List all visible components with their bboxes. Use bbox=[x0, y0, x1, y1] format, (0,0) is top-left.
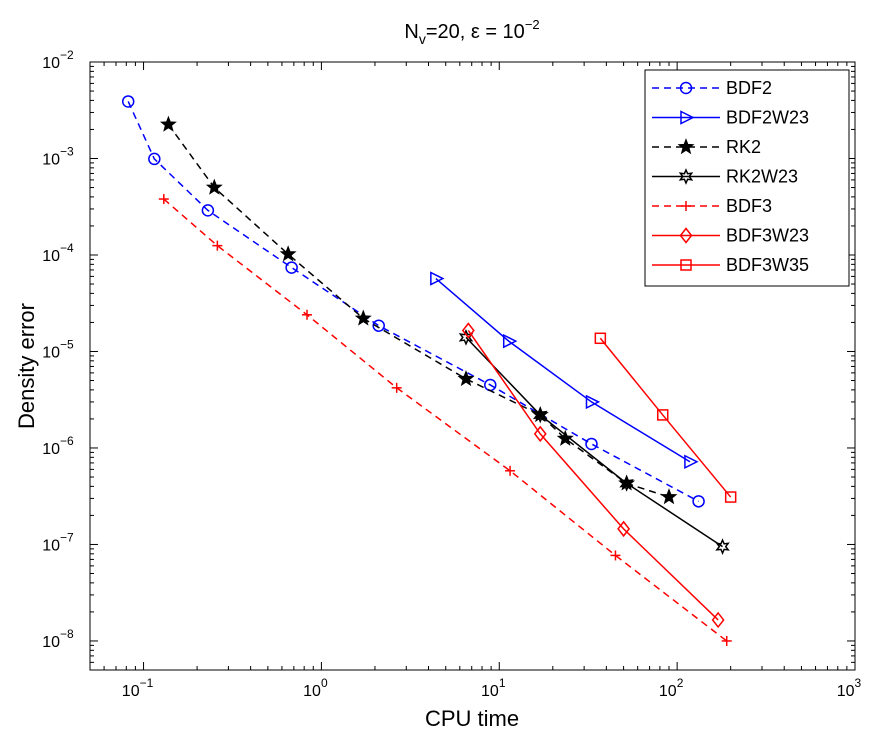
legend-marker-rk2 bbox=[677, 138, 695, 155]
series-line-rk2w23 bbox=[465, 336, 723, 548]
legend-item-bdf2: BDF2 bbox=[652, 78, 772, 98]
data-point-bdf3w23 bbox=[461, 322, 475, 339]
data-point-bdf3 bbox=[505, 465, 516, 476]
data-point-rk2 bbox=[205, 178, 223, 195]
y-tick-label: 10−4 bbox=[42, 241, 74, 265]
data-point-bdf3w35 bbox=[656, 409, 669, 421]
y-tick-label: 10−3 bbox=[42, 144, 74, 168]
data-point-bdf3 bbox=[212, 240, 223, 251]
series-line-bdf3w35 bbox=[599, 337, 732, 498]
data-point-bdf2 bbox=[121, 95, 135, 108]
data-point-bdf3w23 bbox=[711, 611, 725, 629]
data-point-bdf3w23 bbox=[617, 520, 631, 538]
data-point-bdf3 bbox=[721, 635, 732, 646]
series-layer bbox=[121, 95, 737, 646]
data-point-bdf3 bbox=[610, 550, 621, 561]
series-bdf3w35 bbox=[594, 332, 737, 503]
data-point-rk2w23 bbox=[619, 474, 634, 492]
data-point-rk2w23 bbox=[715, 538, 730, 556]
data-point-bdf3 bbox=[302, 309, 313, 320]
chart-title: Nv=20, ε = 10−2 bbox=[404, 17, 539, 47]
legend-label-rk2w23: RK2W23 bbox=[726, 167, 798, 187]
series-bdf2 bbox=[121, 95, 705, 508]
data-point-rk2 bbox=[279, 245, 297, 262]
data-point-bdf3w35 bbox=[594, 332, 607, 345]
legend-label-bdf2: BDF2 bbox=[726, 78, 772, 98]
series-bdf3w23 bbox=[461, 322, 725, 629]
data-point-bdf3 bbox=[158, 194, 169, 205]
legend-item-rk2w23: RK2W23 bbox=[652, 167, 798, 187]
legend-marker-bdf2 bbox=[679, 81, 693, 95]
series-line-bdf3w23 bbox=[467, 330, 719, 621]
legend-label-bdf3w23: BDF3W23 bbox=[726, 226, 809, 246]
y-tick-label: 10−5 bbox=[42, 337, 74, 361]
legend-marker-bdf3w35 bbox=[680, 259, 692, 271]
legend-label-rk2: RK2 bbox=[726, 137, 761, 157]
legend-item-bdf3: BDF3 bbox=[652, 196, 772, 216]
data-point-rk2w23 bbox=[532, 406, 548, 424]
x-axis-title: CPU time bbox=[425, 706, 519, 731]
data-point-bdf3w23 bbox=[533, 425, 547, 443]
data-point-bdf3w35 bbox=[724, 491, 737, 503]
x-tick-label: 10−1 bbox=[122, 676, 154, 700]
legend: BDF2 BDF2W23 RK2 RK2W23 BDF3 BDF3W23 BDF3W35 bbox=[644, 69, 850, 287]
legend-item-bdf2w23: BDF2W23 bbox=[652, 108, 809, 128]
data-point-bdf2w23 bbox=[430, 271, 445, 286]
x-tick-label: 102 bbox=[659, 676, 684, 700]
title-sup: −2 bbox=[525, 17, 540, 32]
legend-item-rk2: RK2 bbox=[652, 137, 761, 157]
legend-label-bdf3w35: BDF3W35 bbox=[726, 255, 809, 275]
data-point-rk2 bbox=[660, 488, 678, 505]
data-point-bdf2w23 bbox=[502, 333, 518, 349]
title-sub: v bbox=[419, 31, 426, 47]
y-tick-label: 10−6 bbox=[42, 434, 74, 458]
data-point-bdf2w23 bbox=[585, 394, 601, 410]
data-point-bdf2 bbox=[201, 204, 215, 217]
series-bdf3 bbox=[158, 194, 732, 646]
data-point-bdf2 bbox=[585, 437, 598, 451]
title-mid: =20, ε = 10 bbox=[426, 21, 525, 43]
legend-item-bdf3w35: BDF3W35 bbox=[652, 255, 809, 275]
legend-item-bdf3w23: BDF3W23 bbox=[652, 226, 809, 246]
legend-label-bdf3: BDF3 bbox=[726, 196, 772, 216]
data-point-bdf2 bbox=[372, 319, 385, 332]
legend-marker-rk2w23 bbox=[678, 168, 694, 185]
legend-marker-bdf3w23 bbox=[679, 227, 693, 244]
y-tick-label: 10−7 bbox=[42, 530, 74, 554]
ticks-layer: 10−1 100 101 102 103 10−8 10−7 10−6 10−5 10−4 10−3… bbox=[42, 48, 861, 700]
series-line-bdf2 bbox=[127, 101, 699, 502]
legend-marker-bdf3 bbox=[681, 201, 691, 211]
data-point-rk2 bbox=[159, 115, 177, 132]
data-point-bdf3 bbox=[391, 382, 402, 393]
series-line-rk2 bbox=[167, 124, 670, 498]
data-point-bdf2 bbox=[148, 152, 161, 166]
x-tick-label: 103 bbox=[837, 676, 862, 700]
data-point-bdf2 bbox=[692, 495, 705, 508]
x-tick-label: 100 bbox=[303, 676, 328, 700]
data-point-rk2 bbox=[457, 369, 475, 387]
legend-box bbox=[644, 69, 850, 287]
y-tick-label: 10−8 bbox=[42, 627, 74, 651]
series-bdf2w23 bbox=[430, 271, 699, 469]
series-line-bdf2w23 bbox=[435, 277, 691, 463]
data-point-bdf2 bbox=[285, 261, 298, 274]
y-tick-label: 10−2 bbox=[42, 48, 74, 72]
data-point-rk2 bbox=[556, 429, 574, 446]
legend-marker-bdf2w23 bbox=[680, 110, 695, 125]
legend-label-bdf2w23: BDF2W23 bbox=[726, 108, 809, 128]
x-tick-label: 101 bbox=[481, 676, 506, 700]
title-main: N bbox=[404, 21, 418, 43]
data-point-bdf2w23 bbox=[684, 454, 699, 469]
y-axis-title: Density error bbox=[14, 303, 39, 429]
data-point-rk2 bbox=[354, 309, 372, 326]
